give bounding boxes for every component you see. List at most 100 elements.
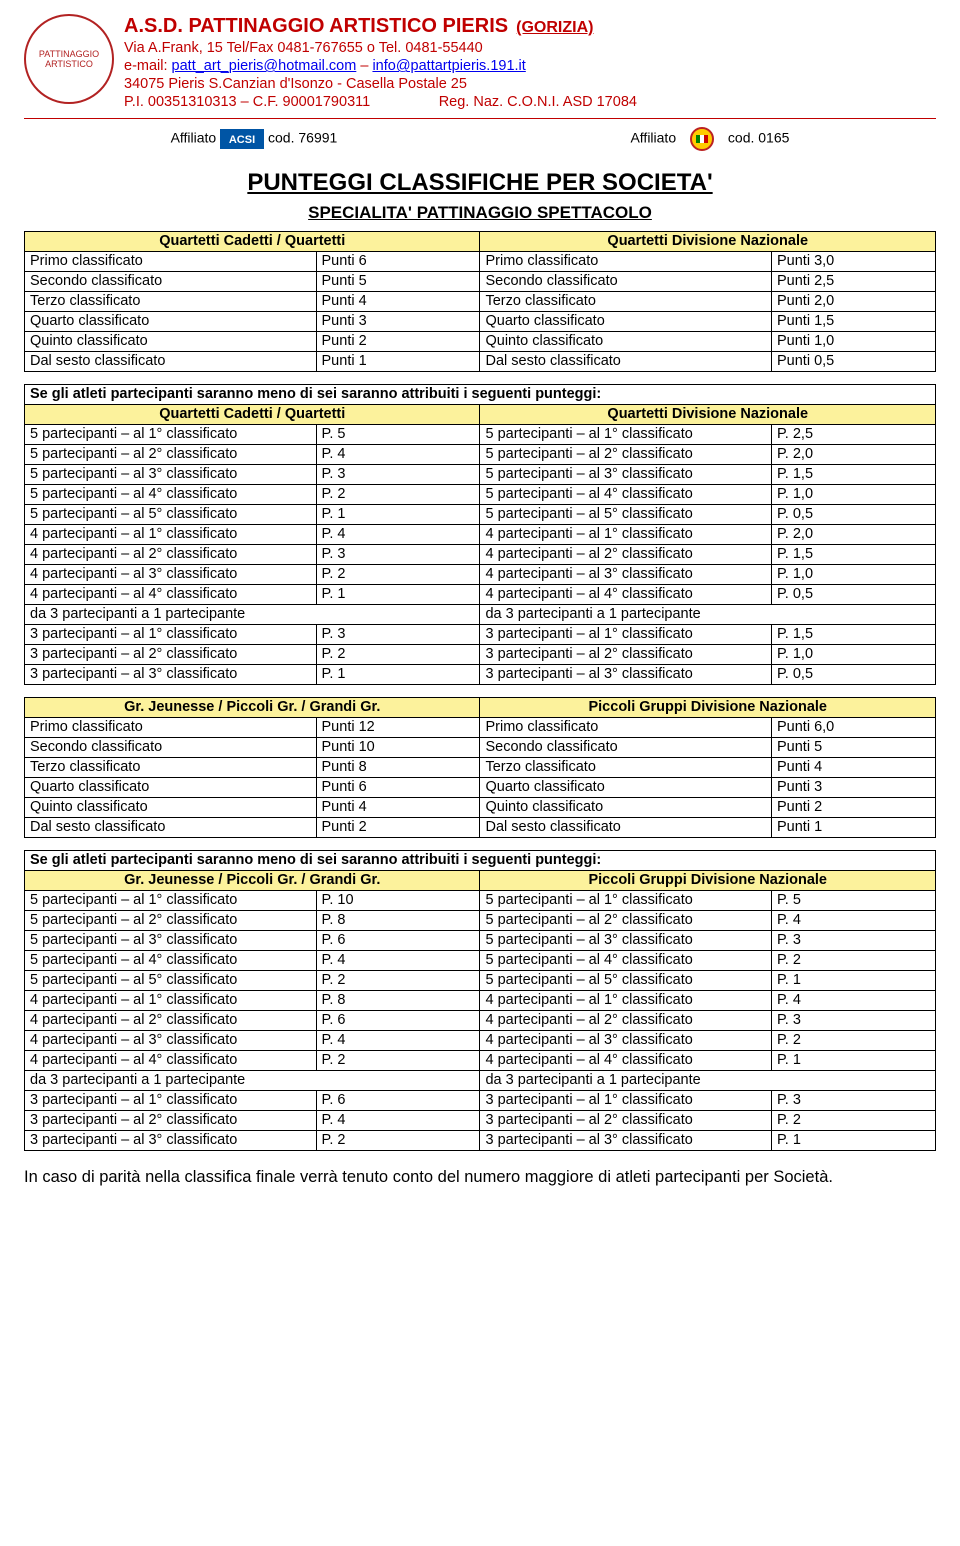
row-pts-left: P. 6 (316, 1010, 480, 1030)
table-row: 5 partecipanti – al 4° classificatoP. 25… (25, 484, 936, 504)
row-desc-left: Dal sesto classificato (25, 817, 317, 837)
row-pts-left: P. 2 (316, 644, 480, 664)
row-pts-left: P. 8 (316, 910, 480, 930)
row-pts-left: P. 1 (316, 584, 480, 604)
row-desc-left: Quinto classificato (25, 797, 317, 817)
row-desc-right: 5 partecipanti – al 3° classificato (480, 930, 772, 950)
row-desc-right: da 3 partecipanti a 1 partecipante (480, 1070, 936, 1090)
row-desc-right: 5 partecipanti – al 1° classificato (480, 424, 772, 444)
row-desc-left: da 3 partecipanti a 1 partecipante (25, 1070, 480, 1090)
row-desc-left: Primo classificato (25, 251, 317, 271)
table-row: 5 partecipanti – al 3° classificatoP. 65… (25, 930, 936, 950)
row-pts-right: P. 2 (772, 1110, 936, 1130)
row-pts-left: P. 6 (316, 1090, 480, 1110)
row-pts-right: Punti 3 (772, 777, 936, 797)
table-row: Primo classificatoPunti 12Primo classifi… (25, 717, 936, 737)
row-desc-left: 5 partecipanti – al 5° classificato (25, 970, 317, 990)
affil-code-2: cod. 0165 (728, 129, 790, 145)
table-row: 3 partecipanti – al 3° classificatoP. 13… (25, 664, 936, 684)
table-row: 5 partecipanti – al 1° classificatoP. 55… (25, 424, 936, 444)
row-desc-right: 5 partecipanti – al 5° classificato (480, 504, 772, 524)
row-pts-left: P. 4 (316, 524, 480, 544)
row-desc-right: 4 partecipanti – al 3° classificato (480, 1030, 772, 1050)
row-desc-left: 4 partecipanti – al 2° classificato (25, 544, 317, 564)
row-desc-right: 4 partecipanti – al 1° classificato (480, 524, 772, 544)
row-desc-right: 4 partecipanti – al 4° classificato (480, 584, 772, 604)
table-row: 4 partecipanti – al 4° classificatoP. 14… (25, 584, 936, 604)
row-pts-left: Punti 6 (316, 777, 480, 797)
row-desc-right: Quinto classificato (480, 797, 772, 817)
svg-text:ACSI: ACSI (229, 134, 255, 146)
table-row: 5 partecipanti – al 2° classificatoP. 45… (25, 444, 936, 464)
row-desc-left: 5 partecipanti – al 1° classificato (25, 890, 317, 910)
row-pts-left: P. 2 (316, 564, 480, 584)
table-row: 5 partecipanti – al 5° classificatoP. 25… (25, 970, 936, 990)
table-row: 5 partecipanti – al 2° classificatoP. 85… (25, 910, 936, 930)
row-pts-right: P. 5 (772, 890, 936, 910)
row-desc-right: Secondo classificato (480, 271, 772, 291)
table-row: 3 partecipanti – al 2° classificatoP. 23… (25, 644, 936, 664)
row-desc-right: 3 partecipanti – al 3° classificato (480, 1130, 772, 1150)
row-desc-left: Quarto classificato (25, 777, 317, 797)
row-desc-left: 5 partecipanti – al 4° classificato (25, 484, 317, 504)
email-2[interactable]: info@pattartpieris.191.it (372, 58, 525, 74)
row-desc-left: 5 partecipanti – al 1° classificato (25, 424, 317, 444)
affil-code-1: cod. 76991 (268, 129, 337, 145)
row-pts-left: Punti 4 (316, 291, 480, 311)
row-desc-right: 3 partecipanti – al 1° classificato (480, 1090, 772, 1110)
table-row: 4 partecipanti – al 3° classificatoP. 44… (25, 1030, 936, 1050)
row-pts-right: P. 2 (772, 1030, 936, 1050)
row-pts-left: Punti 12 (316, 717, 480, 737)
row-pts-right: P. 0,5 (772, 584, 936, 604)
email-sep: – (360, 58, 372, 74)
row-pts-right: Punti 2,0 (772, 291, 936, 311)
table-row: Terzo classificatoPunti 4Terzo classific… (25, 291, 936, 311)
table-row: 4 partecipanti – al 1° classificatoP. 84… (25, 990, 936, 1010)
row-desc-right: Quinto classificato (480, 331, 772, 351)
registration: Reg. Naz. C.O.N.I. ASD 17084 (439, 94, 637, 110)
row-desc-right: 4 partecipanti – al 2° classificato (480, 544, 772, 564)
hdr-left-b: Quartetti Cadetti / Quartetti (25, 404, 480, 424)
row-desc-left: 4 partecipanti – al 4° classificato (25, 584, 317, 604)
row-pts-right: P. 0,5 (772, 664, 936, 684)
row-pts-left: P. 2 (316, 484, 480, 504)
row-desc-right: Primo classificato (480, 717, 772, 737)
table-row: 3 partecipanti – al 2° classificatoP. 43… (25, 1110, 936, 1130)
hdr-left: Quartetti Cadetti / Quartetti (25, 231, 480, 251)
row-pts-left: Punti 2 (316, 817, 480, 837)
table-row: da 3 partecipanti a 1 partecipanteda 3 p… (25, 1070, 936, 1090)
logo-text: PATTINAGGIO ARTISTICO (26, 49, 112, 69)
row-pts-right: P. 2,5 (772, 424, 936, 444)
row-pts-right: P. 1,5 (772, 464, 936, 484)
row-pts-left: Punti 2 (316, 331, 480, 351)
affiliation-right: Affiliato cod. 0165 (630, 125, 789, 153)
affil-label-1: Affiliato (171, 129, 217, 145)
less6-note-2: Se gli atleti partecipanti saranno meno … (25, 850, 936, 870)
row-desc-left: 5 partecipanti – al 3° classificato (25, 464, 317, 484)
table-row: Secondo classificatoPunti 5Secondo class… (25, 271, 936, 291)
row-pts-right: Punti 1 (772, 817, 936, 837)
row-pts-right: P. 2,0 (772, 524, 936, 544)
row-pts-right: Punti 4 (772, 757, 936, 777)
address-line1: Via A.Frank, 15 Tel/Fax 0481-767655 o Te… (124, 39, 637, 57)
address-line2: 34075 Pieris S.Canzian d'Isonzo - Casell… (124, 75, 637, 93)
row-pts-right: P. 1 (772, 970, 936, 990)
row-pts-right: P. 3 (772, 930, 936, 950)
row-pts-right: P. 1 (772, 1130, 936, 1150)
table-row: 4 partecipanti – al 3° classificatoP. 24… (25, 564, 936, 584)
row-pts-left: P. 1 (316, 664, 480, 684)
row-desc-right: Terzo classificato (480, 291, 772, 311)
table-row: Terzo classificatoPunti 8Terzo classific… (25, 757, 936, 777)
row-desc-left: Primo classificato (25, 717, 317, 737)
row-desc-right: 3 partecipanti – al 2° classificato (480, 1110, 772, 1130)
table-gruppi-less6: Se gli atleti partecipanti saranno meno … (24, 850, 936, 1151)
email-1[interactable]: patt_art_pieris@hotmail.com (172, 58, 357, 74)
table-row: Quinto classificatoPunti 4Quinto classif… (25, 797, 936, 817)
row-desc-right: 5 partecipanti – al 2° classificato (480, 444, 772, 464)
row-desc-left: 5 partecipanti – al 2° classificato (25, 910, 317, 930)
row-pts-left: P. 3 (316, 544, 480, 564)
row-pts-left: Punti 3 (316, 311, 480, 331)
row-desc-right: 5 partecipanti – al 5° classificato (480, 970, 772, 990)
row-desc-left: Secondo classificato (25, 271, 317, 291)
page-subtitle: SPECIALITA' PATTINAGGIO SPETTACOLO (24, 203, 936, 223)
